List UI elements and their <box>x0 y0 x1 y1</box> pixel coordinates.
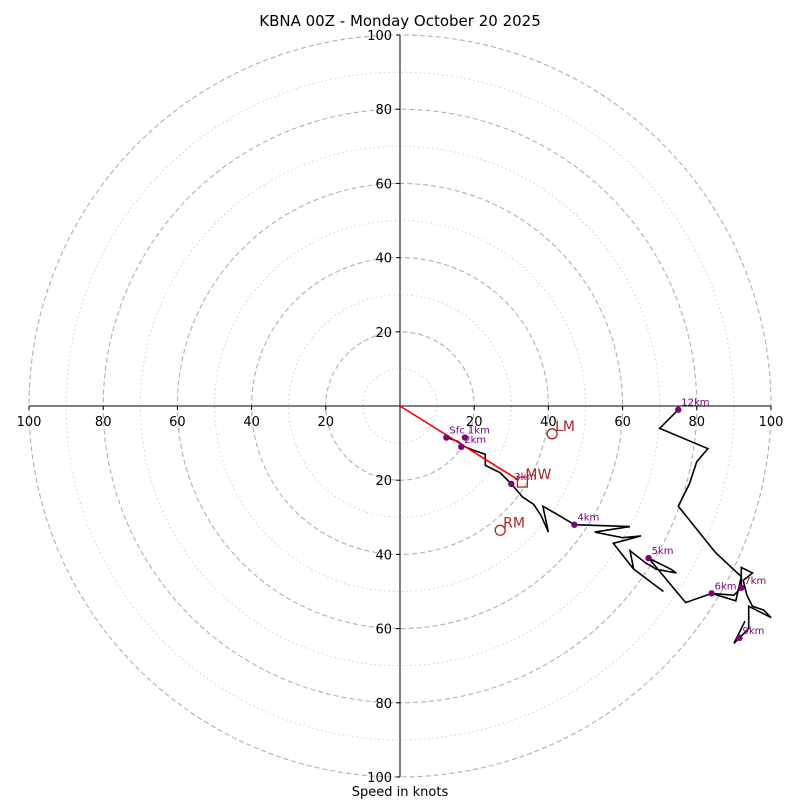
height-marker-Sfc <box>443 434 450 441</box>
x-tick-label: 60 <box>614 415 631 430</box>
storm-motion-marker-MW <box>516 476 529 488</box>
x-tick-label: 100 <box>17 415 42 430</box>
x-tick-label: 80 <box>689 415 706 430</box>
height-label-12km: 12km <box>681 398 709 409</box>
storm-motion-marker-RM <box>494 524 506 536</box>
y-tick-label: 60 <box>375 623 392 638</box>
x-tick-label: 40 <box>540 415 557 430</box>
hodograph-tick-labels: 100 80 60 40 20 20 40 60 80 100 100 80 60 40 20 20 40 60 8… <box>17 29 784 786</box>
chart-title: KBNA 00Z - Monday October 20 2025 <box>259 12 541 30</box>
height-label-2km: 2km <box>464 435 486 446</box>
y-tick-label: 100 <box>367 771 392 786</box>
storm-motion-label-RM: RM <box>503 515 525 531</box>
mean-wind-line <box>399 405 520 481</box>
height-marker-3km <box>508 480 515 488</box>
storm-motion-label-MW: MW <box>525 467 551 483</box>
y-tick-label: 40 <box>375 252 392 267</box>
x-tick-label: 60 <box>169 415 186 430</box>
storm-motion-label-LM: LM <box>555 419 575 435</box>
x-tick-label: 20 <box>318 415 335 430</box>
height-marker-5km <box>645 554 652 562</box>
hodograph-trace-lower <box>446 436 772 644</box>
height-label-Sfc: Sfc <box>449 426 464 437</box>
height-marker-6km <box>708 590 715 597</box>
height-marker-1km <box>461 434 469 441</box>
height-label-5km: 5km <box>652 546 674 557</box>
y-tick-label: 20 <box>375 474 392 489</box>
x-tick-label: 100 <box>759 415 784 430</box>
y-tick-label: 80 <box>375 697 392 712</box>
height-label-4km: 4km <box>577 513 599 524</box>
x-axis-label: Speed in knots <box>352 785 449 800</box>
y-tick-label: 40 <box>375 548 392 563</box>
y-tick-label: 60 <box>375 177 392 192</box>
height-label-7km: 7km <box>744 576 766 587</box>
y-tick-label: 100 <box>367 29 392 44</box>
height-label-1km: 1km <box>468 426 490 437</box>
y-tick-label: 20 <box>375 326 392 341</box>
hodograph-traces <box>399 405 772 644</box>
height-marker-9km <box>736 634 743 642</box>
height-marker-4km <box>571 521 578 528</box>
x-tick-label: 80 <box>95 415 112 430</box>
height-marker-12km <box>675 406 682 413</box>
height-label-9km: 9km <box>742 626 764 637</box>
y-tick-label: 80 <box>375 103 392 118</box>
height-label-6km: 6km <box>715 581 737 592</box>
x-tick-label: 20 <box>466 415 483 430</box>
storm-motion-marker-LM <box>546 428 558 440</box>
x-tick-label: 40 <box>243 415 260 430</box>
height-marker-2km <box>458 443 465 451</box>
storm-motion-markers: LM MW RM <box>494 419 575 536</box>
height-marker-7km <box>738 584 745 591</box>
